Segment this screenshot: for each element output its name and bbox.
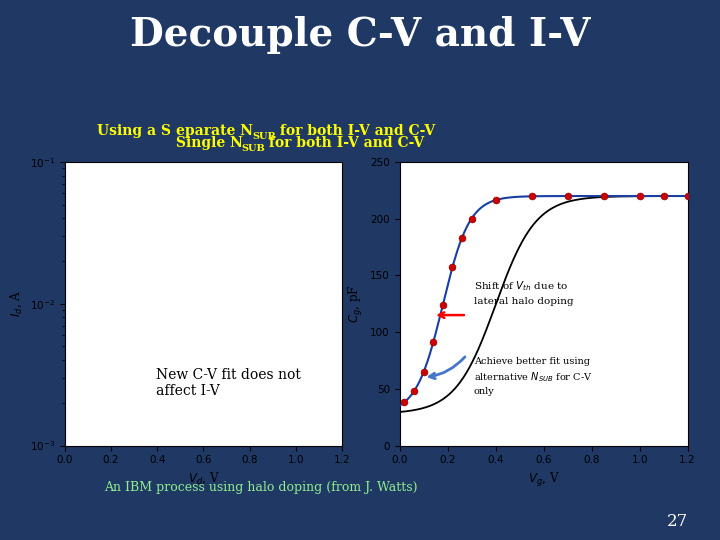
Text: An IBM process using halo doping (from J. Watts): An IBM process using halo doping (from J… — [104, 481, 418, 495]
Text: eparate N: eparate N — [176, 124, 253, 138]
X-axis label: $V_g$, V: $V_g$, V — [528, 471, 559, 489]
Text: 27: 27 — [666, 514, 688, 530]
X-axis label: $V_d$, V: $V_d$, V — [187, 471, 220, 486]
Text: SUB: SUB — [241, 144, 265, 153]
Text: Shift of $V_{th}$ due to
lateral halo doping: Shift of $V_{th}$ due to lateral halo do… — [474, 279, 574, 306]
Text: SUB: SUB — [252, 132, 276, 141]
Text: for both I-V and C-V: for both I-V and C-V — [264, 136, 424, 150]
Y-axis label: $C_g$, pF: $C_g$, pF — [346, 285, 364, 323]
Text: Decouple C-V and I-V: Decouple C-V and I-V — [130, 16, 590, 54]
Y-axis label: $I_d$, A: $I_d$, A — [9, 290, 24, 318]
Text: for both I-V and C-V: for both I-V and C-V — [275, 124, 435, 138]
Text: New C-V fit does not
affect I-V: New C-V fit does not affect I-V — [156, 368, 301, 398]
Text: Using a S: Using a S — [97, 124, 171, 138]
Text: Achieve better fit using
alternative $N_{SUB}$ for C-V
only: Achieve better fit using alternative $N_… — [474, 357, 593, 396]
Text: Single N: Single N — [176, 136, 243, 150]
